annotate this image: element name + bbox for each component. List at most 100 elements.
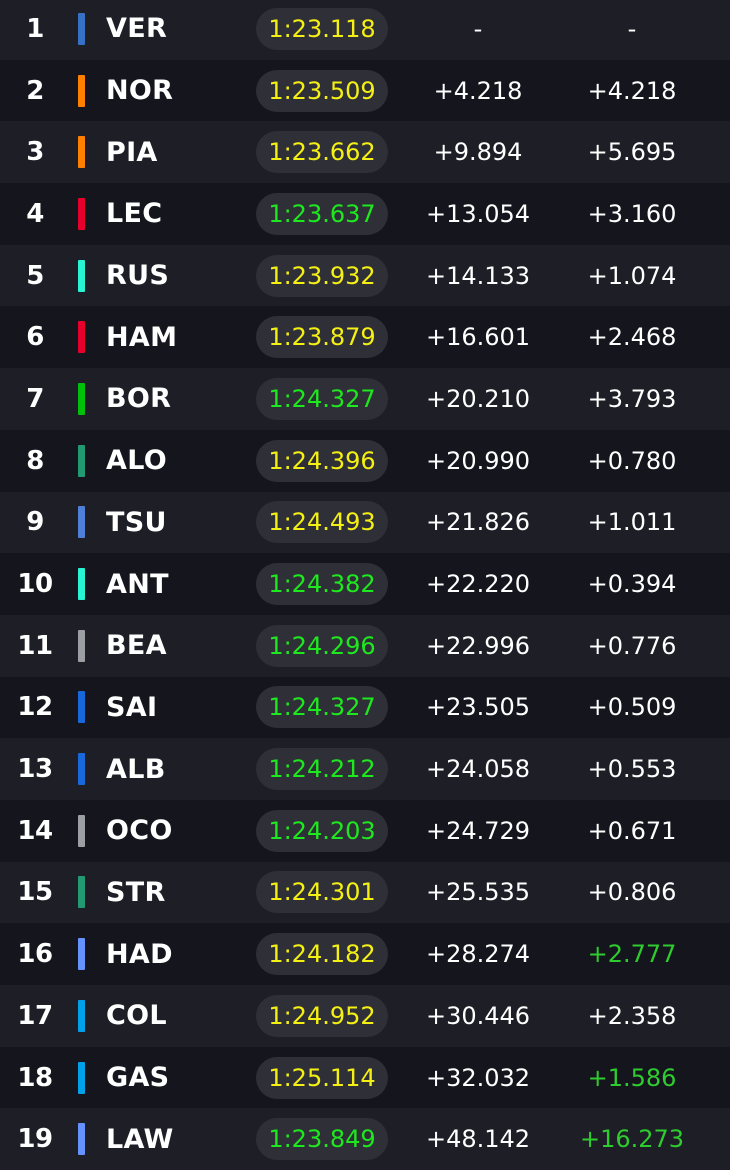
lap-time-pill: 1:24.327 (256, 377, 388, 420)
table-row[interactable]: 17 COL 1:24.952 +30.446 +2.358 (0, 985, 730, 1047)
table-row[interactable]: 2 NOR 1:23.509 +4.218 +4.218 (0, 59, 730, 122)
driver-code: HAD (106, 938, 173, 970)
interval: +5.695 (587, 138, 677, 167)
gap-to-leader: +22.996 (425, 631, 531, 660)
driver-code: SAI (106, 691, 158, 723)
team-color-bar (78, 568, 85, 601)
interval: +0.509 (587, 693, 677, 722)
interval: +1.074 (587, 261, 677, 290)
table-row[interactable]: 1 VER 1:23.118 - - (0, 0, 730, 60)
team-color-bar (78, 382, 85, 415)
gap-to-leader: +24.058 (425, 755, 531, 784)
interval: +3.793 (587, 384, 677, 413)
team-color-bar (78, 1123, 85, 1156)
table-row[interactable]: 19 LAW 1:23.849 +48.142 +16.273 (0, 1108, 730, 1170)
position-number: 2 (26, 75, 44, 106)
driver-code: HAM (106, 321, 178, 353)
position-number: 9 (26, 507, 44, 538)
lap-time-pill: 1:24.493 (256, 501, 388, 544)
driver-code: PIA (106, 136, 158, 168)
interval: +0.553 (587, 755, 677, 784)
table-row[interactable]: 12 SAI 1:24.327 +23.505 +0.509 (0, 676, 730, 739)
table-row[interactable]: 8 ALO 1:24.396 +20.990 +0.780 (0, 429, 730, 492)
driver-code: LEC (106, 198, 163, 230)
position-number: 4 (26, 198, 44, 229)
position-number: 19 (17, 1124, 53, 1155)
interval: +2.358 (587, 1001, 677, 1030)
lap-time-pill: 1:24.212 (256, 748, 388, 791)
lap-time-pill: 1:24.182 (256, 933, 388, 976)
driver-code: ALO (106, 445, 167, 477)
interval: +1.586 (587, 1063, 677, 1092)
driver-code: STR (106, 876, 166, 908)
table-row[interactable]: 11 BEA 1:24.296 +22.996 +0.776 (0, 614, 730, 677)
lap-time-pill: 1:24.952 (256, 994, 388, 1037)
position-number: 14 (17, 815, 53, 846)
driver-code: VER (106, 13, 168, 45)
team-color-bar (78, 629, 85, 662)
table-row[interactable]: 14 OCO 1:24.203 +24.729 +0.671 (0, 799, 730, 862)
table-row[interactable]: 18 GAS 1:25.114 +32.032 +1.586 (0, 1046, 730, 1109)
gap-to-leader: +24.729 (425, 816, 531, 845)
interval: +0.776 (587, 631, 677, 660)
team-color-bar (78, 197, 85, 230)
gap-to-leader: +4.218 (433, 76, 523, 105)
table-row[interactable]: 6 HAM 1:23.879 +16.601 +2.468 (0, 306, 730, 369)
team-color-bar (78, 321, 85, 354)
table-row[interactable]: 4 LEC 1:23.637 +13.054 +3.160 (0, 183, 730, 245)
interval: +2.777 (587, 940, 677, 969)
lap-time-pill: 1:23.118 (256, 7, 388, 50)
position-number: 8 (26, 445, 44, 476)
driver-code: ANT (106, 568, 169, 600)
gap-to-leader: +13.054 (425, 199, 531, 228)
position-number: 11 (17, 630, 53, 661)
table-row[interactable]: 13 ALB 1:24.212 +24.058 +0.553 (0, 738, 730, 800)
position-number: 7 (26, 383, 44, 414)
lap-time-pill: 1:23.879 (256, 316, 388, 359)
table-row[interactable]: 15 STR 1:24.301 +25.535 +0.806 (0, 861, 730, 924)
table-row[interactable]: 7 BOR 1:24.327 +20.210 +3.793 (0, 368, 730, 430)
table-row[interactable]: 16 HAD 1:24.182 +28.274 +2.777 (0, 923, 730, 985)
lap-time-pill: 1:24.327 (256, 686, 388, 729)
lap-time-pill: 1:23.509 (256, 69, 388, 112)
gap-to-leader: +20.210 (425, 384, 531, 413)
gap-to-leader: - (473, 14, 483, 43)
table-row[interactable]: 10 ANT 1:24.382 +22.220 +0.394 (0, 553, 730, 615)
gap-to-leader: +14.133 (425, 261, 531, 290)
team-color-bar (78, 876, 85, 909)
team-color-bar (78, 814, 85, 847)
interval: - (627, 14, 637, 43)
position-number: 5 (26, 260, 44, 291)
position-number: 12 (17, 692, 53, 723)
interval: +2.468 (587, 323, 677, 352)
interval: +0.671 (587, 816, 677, 845)
table-row[interactable]: 3 PIA 1:23.662 +9.894 +5.695 (0, 121, 730, 184)
driver-code: COL (106, 1000, 167, 1032)
interval: +4.218 (587, 76, 677, 105)
position-number: 1 (26, 13, 44, 44)
lap-time-pill: 1:23.849 (256, 1118, 388, 1161)
team-color-bar (78, 444, 85, 477)
table-row[interactable]: 9 TSU 1:24.493 +21.826 +1.011 (0, 491, 730, 554)
position-number: 10 (17, 569, 53, 600)
team-color-bar (78, 691, 85, 724)
driver-code: RUS (106, 260, 170, 292)
position-number: 18 (17, 1062, 53, 1093)
lap-time-pill: 1:24.382 (256, 563, 388, 606)
table-row[interactable]: 5 RUS 1:23.932 +14.133 +1.074 (0, 244, 730, 307)
gap-to-leader: +23.505 (425, 693, 531, 722)
lap-time-pill: 1:25.114 (256, 1056, 388, 1099)
driver-code: OCO (106, 815, 173, 847)
team-color-bar (78, 1061, 85, 1094)
gap-to-leader: +16.601 (425, 323, 531, 352)
team-color-bar (78, 938, 85, 971)
gap-to-leader: +9.894 (433, 138, 523, 167)
gap-to-leader: +22.220 (425, 570, 531, 599)
team-color-bar (78, 74, 85, 107)
team-color-bar (78, 259, 85, 292)
lap-time-pill: 1:23.662 (256, 131, 388, 174)
driver-code: TSU (106, 506, 167, 538)
gap-to-leader: +21.826 (425, 508, 531, 537)
interval: +0.806 (587, 878, 677, 907)
